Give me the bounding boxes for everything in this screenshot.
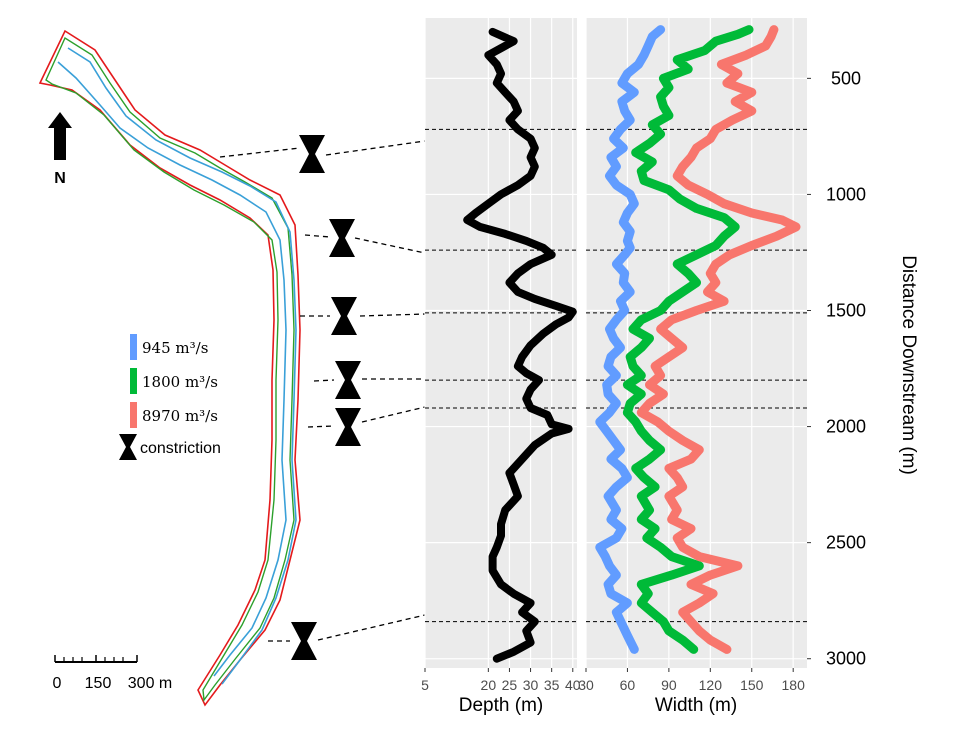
- width-panel: 30 60 90 120 150 180 Width (m): [578, 18, 807, 716]
- scale-bar: 0 150 300 m: [53, 655, 172, 692]
- depth-panel: 5 20 25 30 35 40 Depth (m): [421, 18, 581, 716]
- north-arrow: N: [48, 112, 72, 187]
- depth-tick-label: 5: [421, 677, 429, 693]
- depth-tick-label: 20: [481, 677, 497, 693]
- connector-line: [359, 313, 426, 317]
- depth-ticks: 5 20 25 30 35 40: [421, 668, 581, 693]
- width-series-line-0: [595, 25, 666, 654]
- depth-series-line-0: [463, 27, 577, 663]
- legend-swatch-945: [130, 334, 137, 360]
- legend-label-8970: 8970 m³/s: [142, 407, 218, 425]
- constriction-icon: [299, 135, 325, 173]
- constriction-icon: [335, 408, 361, 446]
- connector-line: [354, 237, 426, 254]
- channel-line-blue-right: [67, 47, 297, 685]
- width-axis-title: Width (m): [655, 695, 737, 716]
- depth-tick-label: 30: [523, 677, 539, 693]
- width-series-line-2: [636, 25, 801, 654]
- connector-line: [304, 234, 331, 238]
- width-tick-label: 150: [740, 677, 764, 693]
- scale-label-150: 150: [85, 675, 112, 692]
- distance-tick-label: 1500: [826, 301, 866, 321]
- distance-tick-label: 2500: [826, 533, 866, 553]
- depth-series: [463, 27, 577, 663]
- depth-tick-label: 40: [565, 677, 581, 693]
- connector-line: [219, 147, 301, 158]
- depth-tick-label: 35: [544, 677, 560, 693]
- depth-axis-title: Depth (m): [459, 695, 543, 716]
- legend-swatch-1800: [130, 368, 137, 394]
- legend-constriction-label: constriction: [140, 440, 221, 457]
- depth-tick-label: 25: [502, 677, 518, 693]
- width-series: [595, 25, 801, 654]
- constriction-icon: [335, 361, 361, 399]
- distance-tick-label: 1000: [826, 184, 866, 204]
- distance-tick-label: 3000: [826, 649, 866, 669]
- connector-line: [317, 614, 426, 641]
- scale-label-300: 300 m: [128, 675, 172, 692]
- connector-line: [313, 379, 335, 382]
- width-tick-label: 90: [661, 677, 677, 693]
- width-tick-label: 180: [782, 677, 806, 693]
- river-map: N 0 150 300 m: [38, 29, 426, 707]
- width-ticks: 30 60 90 120 150 180: [578, 668, 805, 693]
- channel-outline-green: [45, 36, 295, 702]
- distance-tick-label: 2000: [826, 417, 866, 437]
- scale-label-0: 0: [53, 675, 62, 692]
- legend: 945 m³/s 1800 m³/s 8970 m³/s constrictio…: [119, 334, 221, 460]
- connector-line: [361, 406, 426, 423]
- width-tick-label: 60: [620, 677, 636, 693]
- constriction-icon: [331, 297, 357, 335]
- legend-swatch-8970: [130, 402, 137, 428]
- distance-axis: 500 1000 1500 2000 2500 3000: [807, 68, 866, 669]
- width-series-line-1: [622, 25, 754, 654]
- distance-axis-title: Distance Downstream (m): [898, 255, 919, 475]
- legend-constriction-icon: [119, 434, 137, 460]
- constriction-icon: [291, 622, 317, 660]
- channel-line-blue-left: [57, 61, 287, 677]
- constriction-icon: [329, 219, 355, 257]
- north-label: N: [54, 170, 66, 187]
- connector-line: [325, 140, 426, 156]
- width-tick-label: 120: [699, 677, 723, 693]
- distance-tick-label: 500: [831, 68, 861, 88]
- north-arrow-icon: [48, 112, 72, 160]
- legend-label-945: 945 m³/s: [142, 339, 208, 357]
- channel-outline-red: [38, 29, 301, 707]
- width-tick-label: 30: [578, 677, 594, 693]
- legend-label-1800: 1800 m³/s: [142, 373, 218, 391]
- connector-line: [307, 425, 335, 428]
- depth-panel-bg: [425, 18, 577, 668]
